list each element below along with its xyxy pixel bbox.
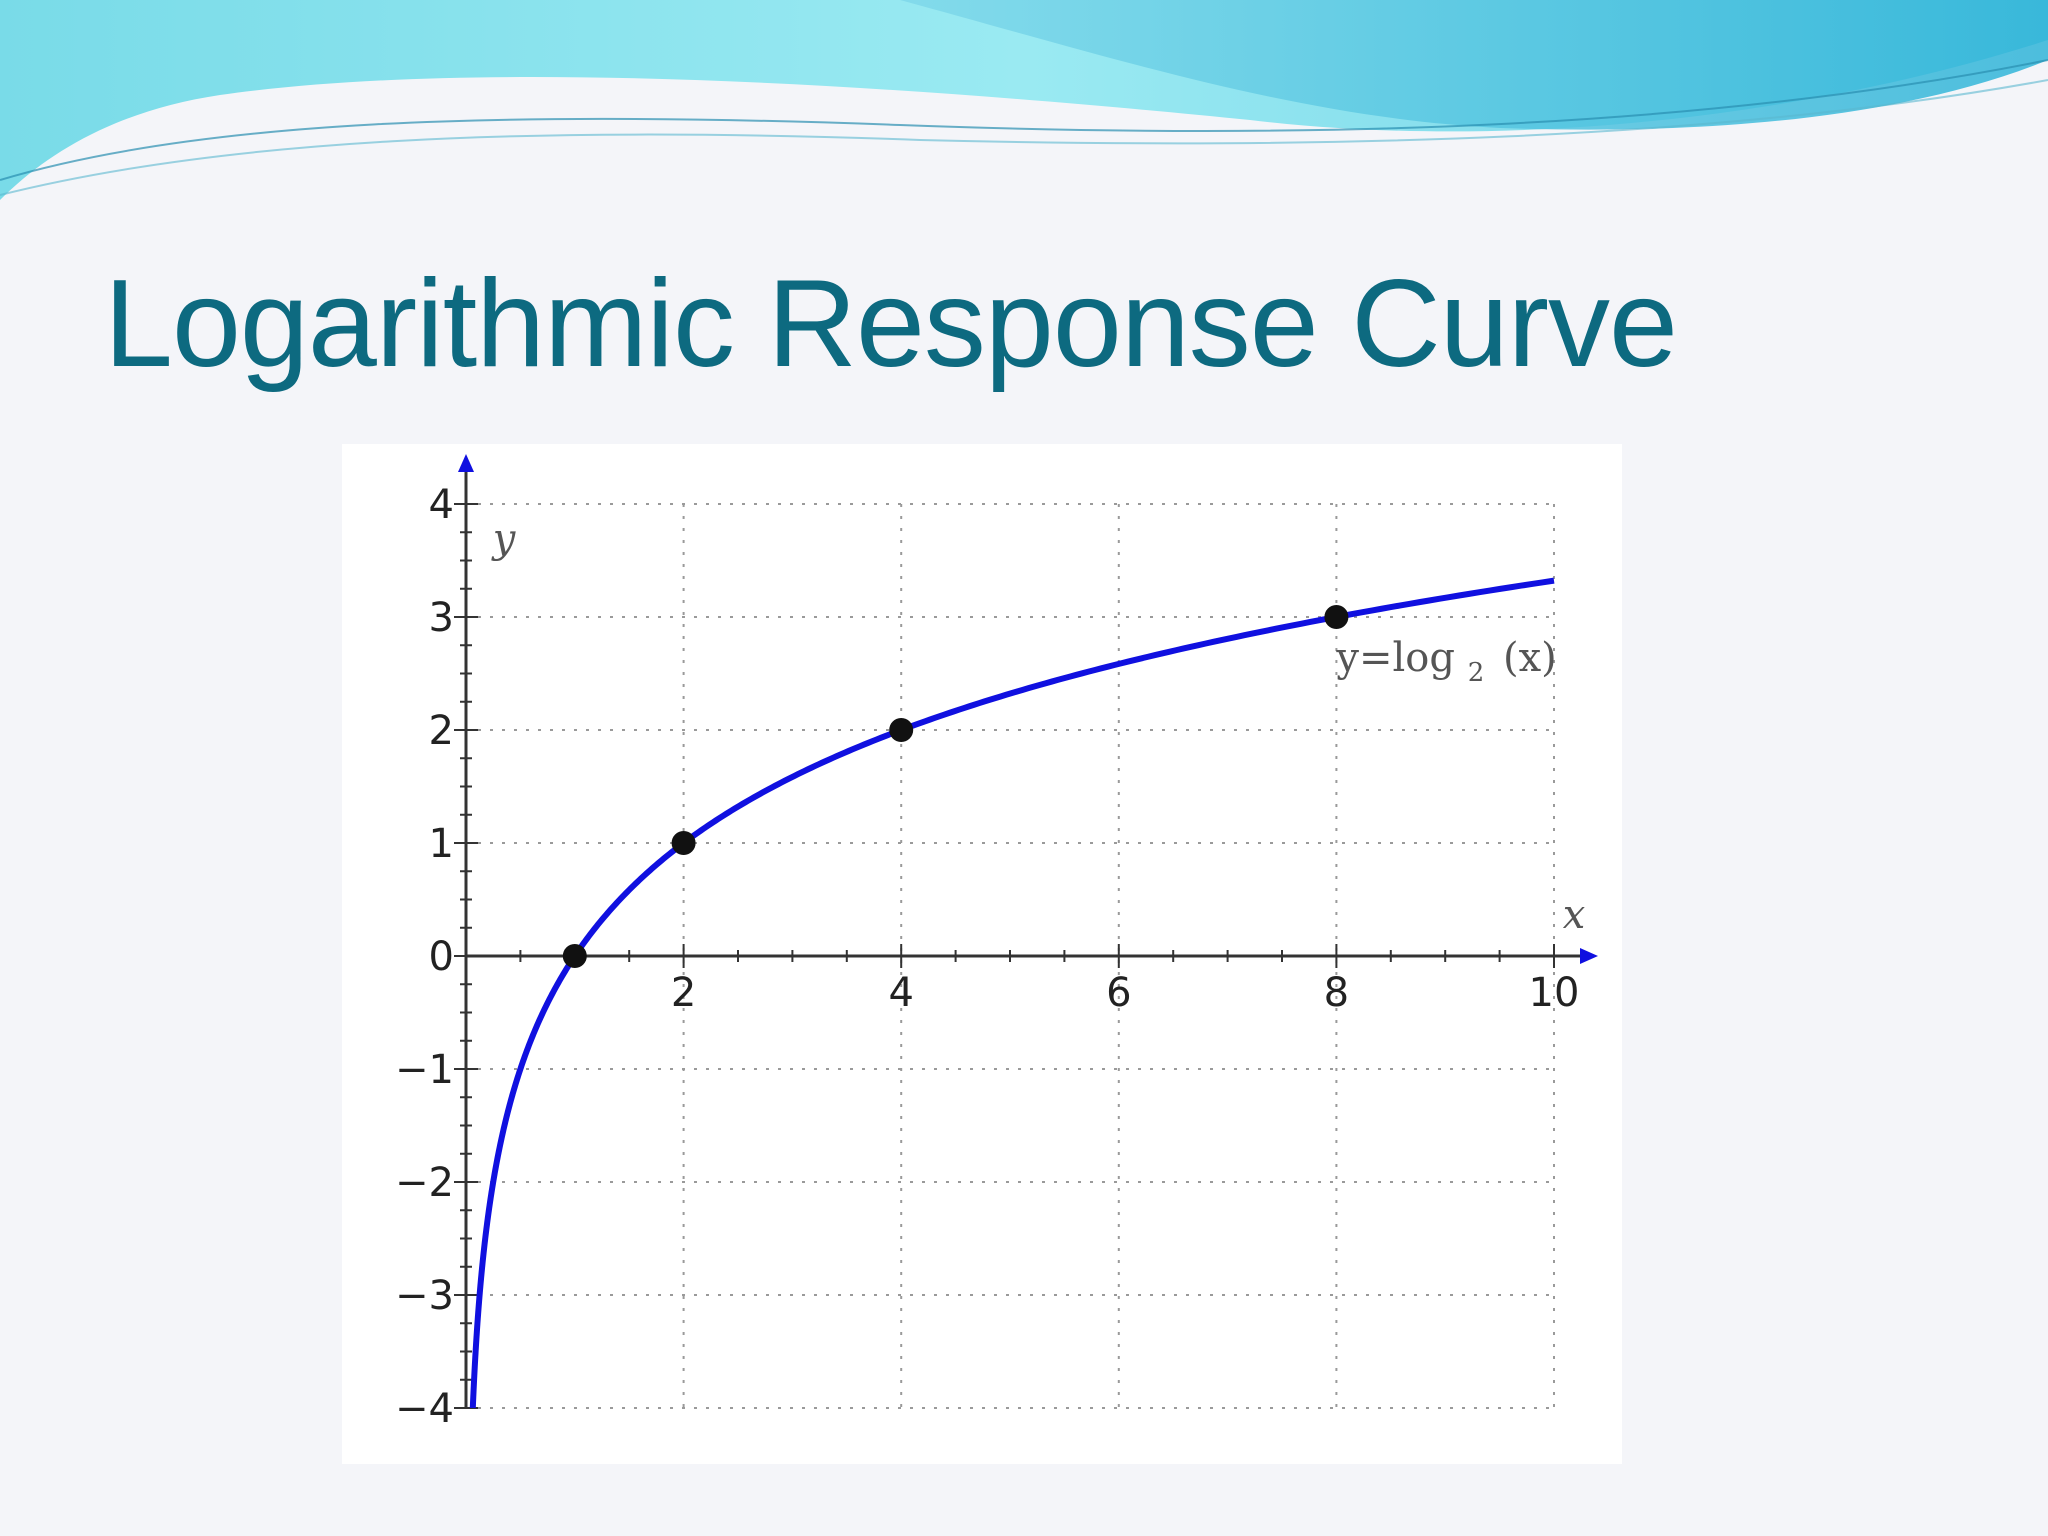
series-curve bbox=[469, 577, 1555, 1409]
grid bbox=[466, 503, 1555, 1409]
x-tick-label: 10 bbox=[1529, 970, 1580, 1016]
y-tick-label: 0 bbox=[429, 934, 454, 980]
y-tick-label: 1 bbox=[429, 821, 454, 867]
x-tick-label: 6 bbox=[1106, 970, 1131, 1016]
axes bbox=[454, 454, 1598, 1409]
y-tick-label: −1 bbox=[395, 1047, 454, 1093]
y-axis-label: y bbox=[491, 516, 517, 562]
curve-annotation-base: y=log bbox=[1335, 635, 1455, 681]
curve-annotation: y=log 2 (x) bbox=[1335, 635, 1556, 691]
x-tick-label: 8 bbox=[1324, 970, 1349, 1016]
header-wave-decoration bbox=[0, 0, 2048, 200]
y-tick-label: −2 bbox=[395, 1160, 454, 1206]
data-point bbox=[889, 718, 914, 742]
data-point bbox=[1324, 605, 1349, 629]
slide-title: Logarithmic Response Curve bbox=[104, 255, 1678, 393]
y-tick-label: 2 bbox=[429, 708, 454, 754]
x-axis-arrow bbox=[1580, 948, 1598, 964]
x-tick-label: 2 bbox=[671, 970, 696, 1016]
log-chart: 2 4 6 8 10 −4 −3 −2 −1 0 1 2 3 4 x y y=log 2 (x) bbox=[395, 454, 1598, 1432]
x-tick-label: 4 bbox=[888, 970, 913, 1016]
data-point bbox=[562, 944, 587, 968]
y-tick-label: 3 bbox=[429, 595, 454, 641]
data-points bbox=[562, 605, 1349, 968]
x-axis-label: x bbox=[1563, 892, 1586, 938]
curve-annotation-subscript: 2 bbox=[1468, 658, 1485, 688]
y-tick-label: −3 bbox=[395, 1273, 454, 1319]
y-tick-label: −4 bbox=[395, 1386, 454, 1432]
y-tick-label: 4 bbox=[429, 482, 454, 528]
tick-labels: 2 4 6 8 10 −4 −3 −2 −1 0 1 2 3 4 bbox=[395, 482, 1579, 1432]
data-point bbox=[671, 831, 696, 855]
chart-panel: 2 4 6 8 10 −4 −3 −2 −1 0 1 2 3 4 x y y=log 2 (x) bbox=[342, 444, 1622, 1464]
y-axis-arrow bbox=[458, 454, 474, 472]
curve-annotation-suffix: (x) bbox=[1503, 635, 1557, 681]
